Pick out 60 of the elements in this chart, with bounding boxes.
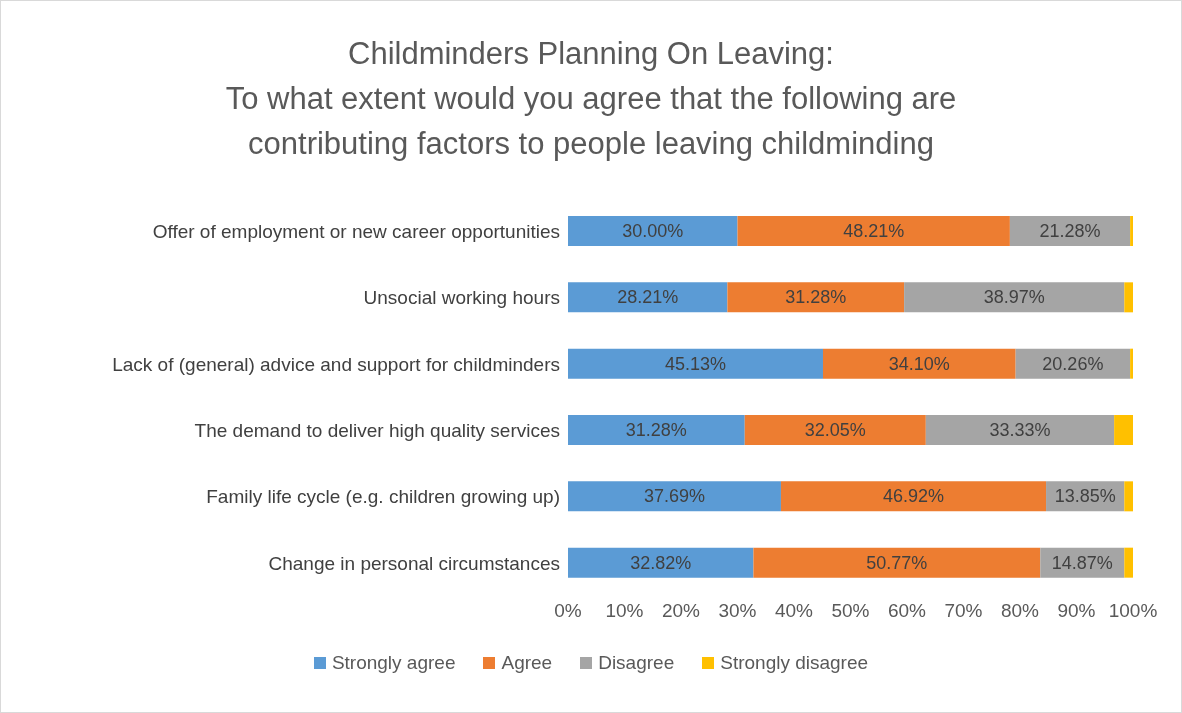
bar: [753, 547, 1041, 578]
bar: [925, 415, 1115, 445]
x-tick-label: 40%: [774, 600, 814, 622]
x-tick-label: 80%: [1000, 600, 1040, 622]
legend-label: Strongly agree: [331, 652, 456, 674]
bar: [1114, 415, 1133, 445]
bar: [1124, 547, 1133, 578]
bar: [1130, 348, 1133, 379]
y-tick-label: Unsocial working hours: [363, 287, 560, 309]
bar: [568, 282, 728, 313]
legend-label: Agree: [501, 652, 553, 674]
x-tick-label: 70%: [944, 600, 983, 622]
data-label: 50.77%: [866, 552, 928, 573]
bar: [780, 481, 1047, 512]
data-label: 31.28%: [785, 287, 847, 308]
x-tick-label: 30%: [718, 600, 757, 622]
data-label: 37.69%: [643, 486, 706, 507]
data-label: 30.00%: [622, 221, 684, 241]
data-label: 20.26%: [1042, 353, 1104, 374]
y-tick-label: Change in personal circumstances: [268, 552, 560, 574]
bar: [727, 282, 905, 313]
bar: [1124, 481, 1133, 512]
bar: [737, 216, 1010, 246]
data-label: 28.21%: [617, 287, 679, 308]
chart-title: Childminders Planning On Leaving: To what extent would you agree that the following are contributing factors to people leaving childminding: [224, 35, 958, 163]
data-label: 31.28%: [625, 420, 687, 440]
x-tick-label: 50%: [831, 600, 870, 622]
bar: [568, 415, 745, 445]
data-label: 32.82%: [630, 552, 692, 573]
data-label: 14.87%: [1051, 552, 1113, 573]
legend-label: Disagree: [598, 652, 675, 674]
y-tick-label: Lack of (general) advice and support for childminders: [112, 353, 560, 375]
data-label: 45.13%: [664, 353, 727, 374]
y-tick-label: Offer of employment or new career opportunities: [152, 220, 560, 242]
x-tick-label: 0%: [554, 600, 582, 622]
bar: [568, 547, 754, 578]
data-label: 34.10%: [888, 353, 950, 374]
x-tick-label: 10%: [605, 600, 644, 622]
bar: [822, 348, 1016, 379]
bar: [568, 348, 823, 379]
x-tick-label: 20%: [661, 600, 701, 622]
x-tick-label: 90%: [1057, 600, 1096, 622]
bar: [568, 216, 738, 246]
x-tick-label: 100%: [1108, 600, 1158, 622]
bar: [1130, 216, 1133, 246]
x-tick-label: 60%: [887, 600, 927, 622]
legend-label: Strongly disagree: [720, 652, 869, 674]
bar: [568, 481, 781, 512]
y-tick-label: Family life cycle (e.g. children growing up): [206, 486, 560, 508]
data-label: 13.85%: [1054, 486, 1116, 507]
data-label: 33.33%: [989, 420, 1051, 440]
data-label: 32.05%: [804, 420, 866, 440]
bar: [904, 282, 1125, 313]
data-label: 46.92%: [882, 486, 945, 507]
data-label: 38.97%: [983, 287, 1045, 308]
data-label: 21.28%: [1039, 221, 1101, 241]
bar: [1124, 282, 1133, 313]
bar: [744, 415, 926, 445]
data-label: 48.21%: [843, 221, 905, 241]
y-tick-label: The demand to deliver high quality services: [194, 419, 560, 441]
